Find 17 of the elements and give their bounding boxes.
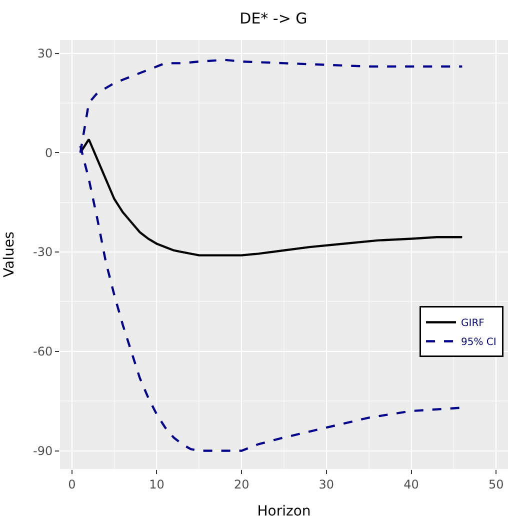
chart-title: DE* -> G	[240, 10, 308, 28]
y-tick-label: -90	[32, 444, 53, 458]
y-tick-label: 0	[44, 146, 53, 160]
line-series	[79, 138, 464, 256]
legend-label: 95% CI	[461, 337, 496, 348]
x-tick-label: 40	[404, 477, 419, 492]
x-tick-label: 10	[149, 477, 164, 492]
legend-label: GIRF	[461, 318, 485, 330]
y-tick-label: -30	[32, 245, 53, 260]
y-tick-label: -60	[32, 344, 53, 359]
x-tick-label: 0	[68, 477, 76, 492]
x-tick-label: 30	[318, 477, 334, 492]
x-tick-label: 20	[234, 477, 250, 492]
x-axis-title: Horizon	[257, 504, 311, 520]
y-tick-label: 30	[37, 46, 53, 60]
y-axis-title: Values	[2, 232, 18, 278]
x-tick-label: 50	[488, 477, 504, 492]
